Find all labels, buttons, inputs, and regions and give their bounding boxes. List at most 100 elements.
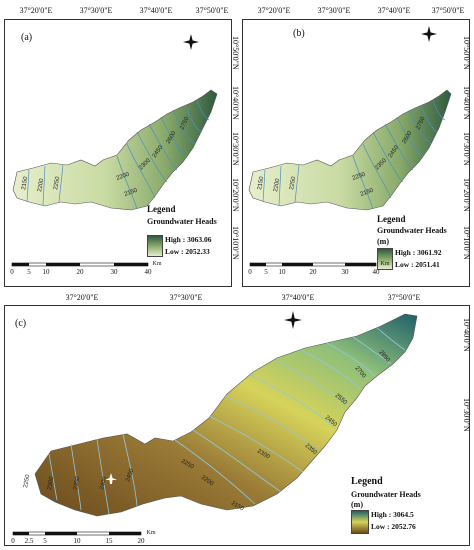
longitude-tick: 37°40'0"E <box>281 293 315 302</box>
scale-bar-a <box>11 262 149 267</box>
svg-text:2250: 2250 <box>289 176 297 191</box>
longitude-tick: 37°30'0"E <box>317 6 351 15</box>
scale-label: 20 <box>309 268 317 276</box>
watershed-map-c: 2250 2300 2350 2400 2450 2200 2150 2250 … <box>12 311 418 536</box>
scale-label: 15 <box>105 537 113 545</box>
latitude-tick: 10°40'0"N <box>462 86 471 120</box>
north-arrow-icon <box>183 34 199 50</box>
panel-label: (c) <box>15 318 27 329</box>
svg-text:2250: 2250 <box>53 176 61 191</box>
svg-text:2200: 2200 <box>116 171 131 181</box>
scale-unit: Km <box>146 530 156 536</box>
latitude-tick: 10°50'0"N <box>231 36 240 70</box>
legend-low: Low : 2052.33 <box>165 247 210 256</box>
color-ramp <box>351 510 369 534</box>
latitude-tick: 10°30'0"N <box>462 132 471 166</box>
scale-label: 20 <box>76 268 84 276</box>
legend-high: High : 3061.92 <box>395 248 442 257</box>
longitude-tick: 37°20'0"E <box>257 6 291 15</box>
watershed-map-b: 2150 2200 2250 2150 2250 2350 2450 2600 … <box>248 26 452 211</box>
svg-text:2300: 2300 <box>47 476 55 491</box>
longitude-tick: 37°30'0"E <box>79 6 113 15</box>
scale-label: 10 <box>278 268 286 276</box>
latitude-tick: 10°50'0"N <box>462 36 471 70</box>
scale-label: 40 <box>372 268 380 276</box>
legend-subtitle: Groundwater Heads <box>147 217 217 226</box>
contour-lines <box>26 99 210 210</box>
scale-unit: Km <box>380 261 390 267</box>
contour-lines <box>262 99 446 210</box>
scale-label: 5 <box>27 268 31 276</box>
contour-lines <box>48 327 406 515</box>
legend-title: Legend <box>351 476 383 487</box>
svg-text:2750: 2750 <box>179 116 190 131</box>
scale-label: 0 <box>10 268 14 276</box>
svg-text:2250: 2250 <box>352 171 367 181</box>
longitude-tick: 37°50'0"E <box>195 6 229 15</box>
scale-label: 30 <box>341 268 349 276</box>
legend-high: High : 3063.06 <box>165 235 212 244</box>
scale-label: 5 <box>264 268 268 276</box>
svg-text:2350: 2350 <box>73 476 81 491</box>
map-panel-c: (c) 2250 2300 2350 2400 2450 2200 21 <box>4 305 470 546</box>
scale-label: 10 <box>73 537 81 545</box>
legend-title: Legend <box>147 204 176 214</box>
svg-text:2250: 2250 <box>23 474 31 489</box>
panel-label: (b) <box>293 28 305 39</box>
latitude-tick: 10°10'0"N <box>462 226 471 260</box>
svg-text:2450: 2450 <box>125 467 135 482</box>
map-panel-a: (a) 2150 2200 2250 2150 2200 2300 2450 2… <box>4 19 232 287</box>
panel-label: (a) <box>21 32 33 43</box>
legend-unit: (m) <box>377 237 389 246</box>
map-panel-b: (b) 2150 2200 2250 2150 2250 2350 2450 2… <box>242 19 470 287</box>
scale-label: 2.5 <box>24 537 34 545</box>
latitude-tick: 10°20'0"N <box>462 178 471 212</box>
color-ramp <box>377 248 393 270</box>
north-arrow-icon <box>284 311 302 329</box>
scale-label: 30 <box>110 268 118 276</box>
legend-low: Low : 2052.76 <box>371 522 416 531</box>
svg-text:2400: 2400 <box>99 475 108 490</box>
svg-text:2750: 2750 <box>415 116 426 131</box>
scale-label: 10 <box>42 268 50 276</box>
latitude-tick: 10°20'0"N <box>231 178 240 212</box>
longitude-tick: 37°40'0"E <box>139 6 173 15</box>
scale-bar-b <box>249 262 377 267</box>
longitude-tick: 37°20'0"E <box>19 6 53 15</box>
legend-subtitle: Groundwater Heads <box>351 490 421 499</box>
scale-unit: Km <box>152 261 162 267</box>
legend-low: Low : 2051.41 <box>395 260 440 269</box>
latitude-tick: 10°30'0"N <box>462 398 471 432</box>
legend-unit: (m) <box>351 500 363 509</box>
latitude-tick: 10°40'0"N <box>462 318 471 352</box>
north-arrow-icon <box>421 26 437 42</box>
svg-text:2150: 2150 <box>21 176 29 191</box>
svg-text:2150: 2150 <box>360 187 375 197</box>
latitude-tick: 10°10'0"N <box>231 226 240 260</box>
scale-label: 5 <box>43 537 47 545</box>
color-ramp <box>147 235 163 257</box>
airplane-icon <box>105 473 117 484</box>
legend-subtitle: Groundwater Heads <box>377 226 447 235</box>
longitude-tick: 37°50'0"E <box>387 293 421 302</box>
longitude-tick: 37°50'0"E <box>431 6 465 15</box>
watershed-shape <box>12 89 218 211</box>
latitude-tick: 10°30'0"N <box>231 132 240 166</box>
legend-title: Legend <box>377 214 406 224</box>
svg-text:2200: 2200 <box>273 178 281 193</box>
longitude-tick: 37°20'0"E <box>65 293 99 302</box>
svg-text:2150: 2150 <box>124 187 139 197</box>
scale-label: 0 <box>248 268 252 276</box>
watershed-map-a: 2150 2200 2250 2150 2200 2300 2450 2600 … <box>12 34 218 211</box>
legend-high: High : 3064.5 <box>371 510 414 519</box>
watershed-shape <box>248 89 452 211</box>
scale-label: 40 <box>144 268 152 276</box>
scale-label: 0 <box>11 537 15 545</box>
longitude-tick: 37°40'0"E <box>377 6 411 15</box>
svg-text:2200: 2200 <box>37 178 45 193</box>
longitude-tick: 37°30'0"E <box>169 293 203 302</box>
svg-text:2150: 2150 <box>257 176 265 191</box>
watershed-shape <box>34 313 418 517</box>
latitude-tick: 10°40'0"N <box>231 86 240 120</box>
scale-label: 20 <box>137 537 145 545</box>
